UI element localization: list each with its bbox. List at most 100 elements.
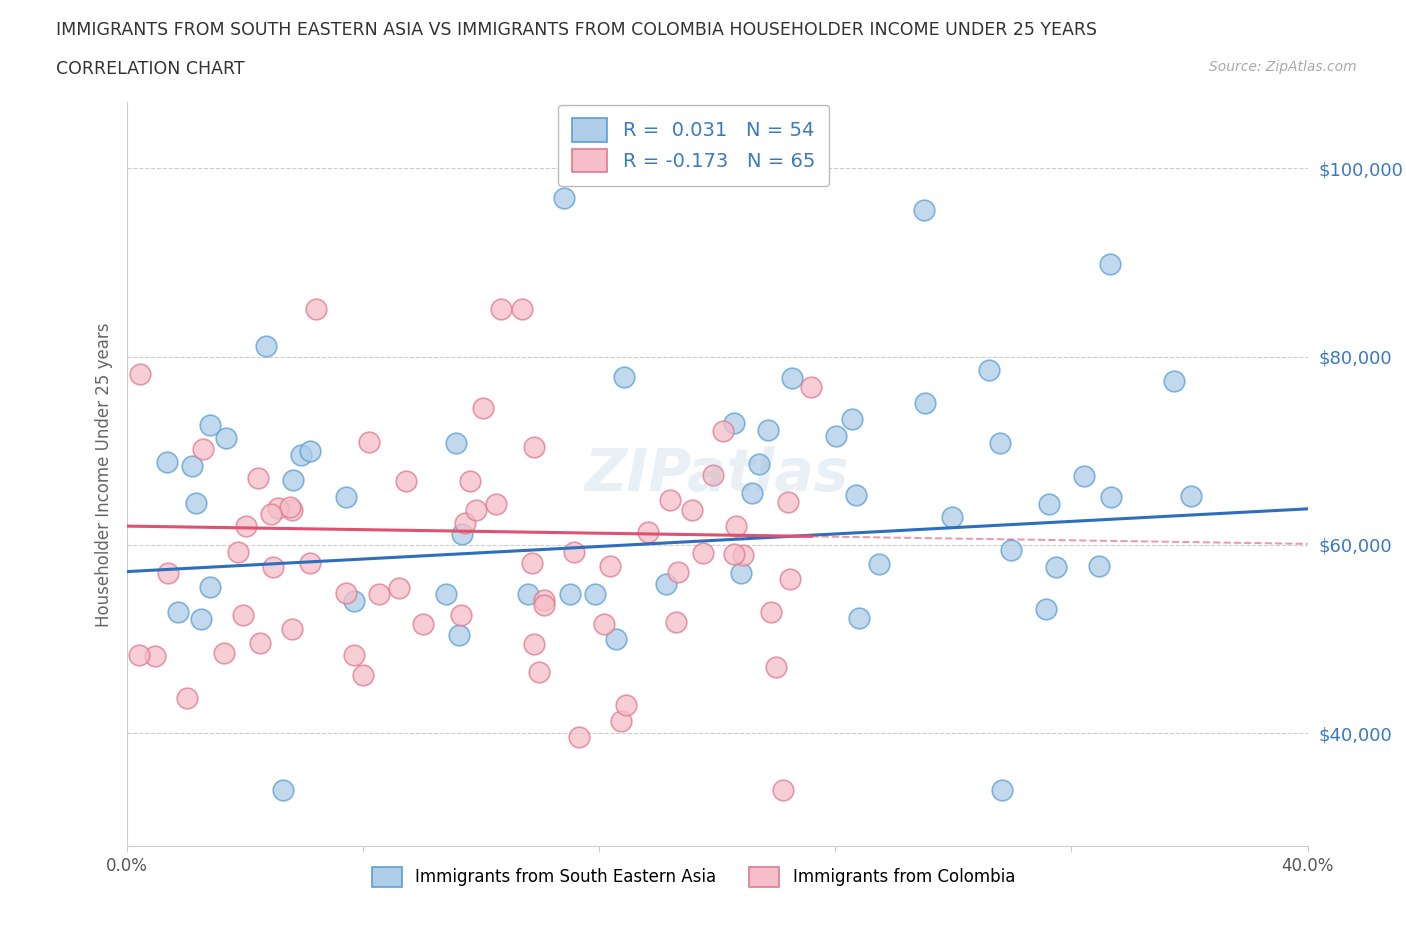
Text: Source: ZipAtlas.com: Source: ZipAtlas.com <box>1209 60 1357 74</box>
Point <box>305 302 328 317</box>
Point <box>941 510 963 525</box>
Point <box>912 203 935 218</box>
Point <box>533 598 555 613</box>
Y-axis label: Householder Income Under 25 years: Householder Income Under 25 years <box>94 322 112 627</box>
Point <box>254 339 277 354</box>
Point <box>637 525 659 539</box>
Point <box>271 782 294 797</box>
Point <box>522 556 544 571</box>
Point <box>665 615 688 630</box>
Point <box>278 499 301 514</box>
Point <box>711 424 734 439</box>
Legend: Immigrants from South Eastern Asia, Immigrants from Colombia: Immigrants from South Eastern Asia, Immi… <box>366 860 1022 894</box>
Point <box>281 502 304 517</box>
Point <box>583 587 606 602</box>
Point <box>1045 559 1067 574</box>
Point <box>756 422 779 437</box>
Point <box>447 627 470 642</box>
Point <box>184 496 207 511</box>
Point <box>298 555 321 570</box>
Point <box>1088 558 1111 573</box>
Point <box>180 458 202 473</box>
Point <box>692 546 714 561</box>
Point <box>778 495 800 510</box>
Point <box>143 649 166 664</box>
Point <box>1035 602 1057 617</box>
Point <box>780 370 803 385</box>
Point <box>283 473 305 488</box>
Text: IMMIGRANTS FROM SOUTH EASTERN ASIA VS IMMIGRANTS FROM COLOMBIA HOUSEHOLDER INCOM: IMMIGRANTS FROM SOUTH EASTERN ASIA VS IM… <box>56 21 1097 39</box>
Point <box>465 503 488 518</box>
Point <box>761 605 783 620</box>
Point <box>730 565 752 580</box>
Point <box>610 714 633 729</box>
Point <box>434 587 457 602</box>
Point <box>335 489 357 504</box>
Point <box>191 441 214 456</box>
Point <box>260 507 283 522</box>
Point <box>527 664 550 679</box>
Point <box>681 503 703 518</box>
Point <box>485 497 508 512</box>
Point <box>523 440 546 455</box>
Point <box>977 363 1000 378</box>
Point <box>471 400 494 415</box>
Point <box>352 668 374 683</box>
Point <box>1099 257 1122 272</box>
Point <box>765 660 787 675</box>
Point <box>262 560 284 575</box>
Point <box>517 586 540 601</box>
Point <box>605 631 627 646</box>
Point <box>723 546 745 561</box>
Point <box>343 647 366 662</box>
Point <box>593 617 616 631</box>
Point <box>845 487 868 502</box>
Point <box>707 142 730 157</box>
Point <box>553 190 575 205</box>
Point <box>733 547 755 562</box>
Point <box>450 607 472 622</box>
Point <box>1180 488 1202 503</box>
Point <box>395 473 418 488</box>
Point <box>1163 373 1185 388</box>
Point <box>1000 542 1022 557</box>
Point <box>335 586 357 601</box>
Point <box>156 455 179 470</box>
Point <box>800 380 823 395</box>
Point <box>359 435 381 450</box>
Point <box>1073 469 1095 484</box>
Point <box>599 559 621 574</box>
Point <box>247 471 270 485</box>
Point <box>212 645 235 660</box>
Point <box>658 493 681 508</box>
Text: CORRELATION CHART: CORRELATION CHART <box>56 60 245 78</box>
Point <box>988 436 1011 451</box>
Point <box>267 500 290 515</box>
Point <box>668 565 690 579</box>
Point <box>868 556 890 571</box>
Point <box>614 698 637 712</box>
Point <box>226 545 249 560</box>
Point <box>723 415 745 430</box>
Point <box>198 579 221 594</box>
Point <box>451 527 474 542</box>
Point <box>249 635 271 650</box>
Point <box>702 468 724 483</box>
Point <box>129 366 152 381</box>
Point <box>176 690 198 705</box>
Point <box>343 593 366 608</box>
Point <box>458 474 481 489</box>
Point <box>489 302 512 317</box>
Point <box>1099 489 1122 504</box>
Point <box>235 518 257 533</box>
Point <box>779 572 801 587</box>
Point <box>510 302 533 317</box>
Point <box>533 592 555 607</box>
Point <box>848 610 870 625</box>
Point <box>568 729 591 744</box>
Text: ZIPatlas: ZIPatlas <box>585 445 849 503</box>
Point <box>454 515 477 530</box>
Point <box>412 617 434 631</box>
Point <box>772 782 794 797</box>
Point <box>560 586 582 601</box>
